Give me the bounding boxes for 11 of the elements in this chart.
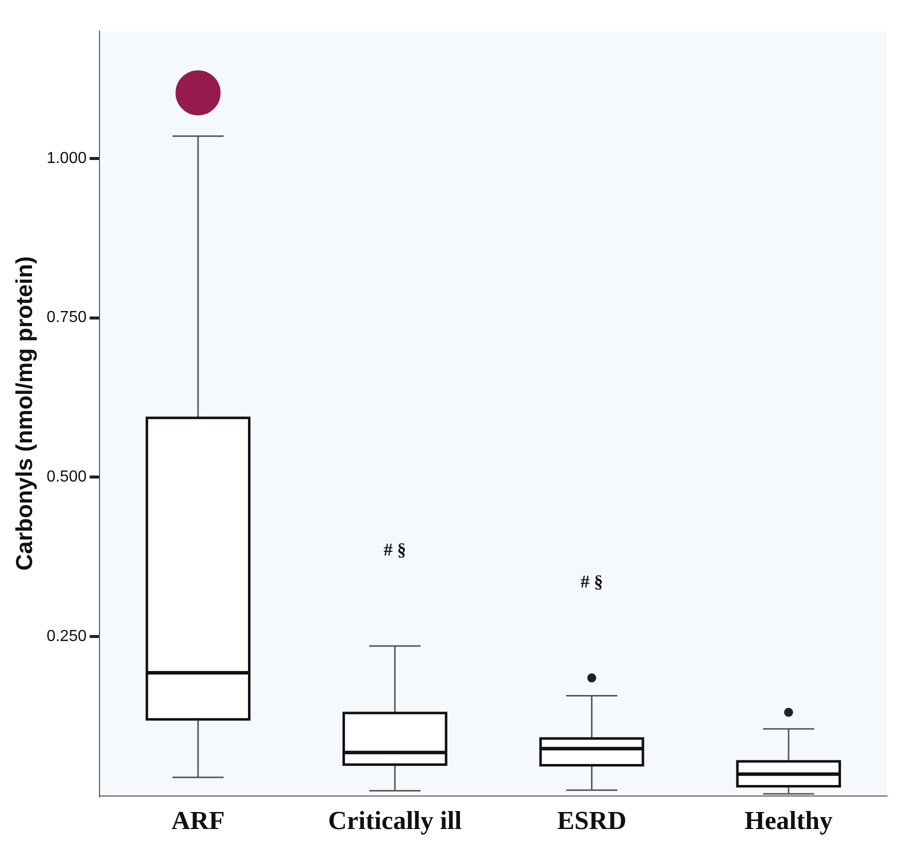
x-tick-label: ARF — [171, 806, 225, 836]
y-tick-label: 1.000 — [46, 150, 87, 167]
y-tick-label: 0.250 — [46, 628, 87, 645]
y-axis-title: Carbonyls (nmol/mg protein) — [11, 256, 38, 571]
annotation: # § — [384, 540, 406, 560]
x-tick-label: Critically ill — [328, 806, 462, 836]
y-tick-label: 0.500 — [46, 468, 87, 486]
x-tick-label: Healthy — [744, 806, 833, 836]
y-tick-label: 0.750 — [46, 309, 87, 326]
x-tick-label: ESRD — [557, 806, 626, 836]
annotation: # § — [580, 572, 603, 592]
